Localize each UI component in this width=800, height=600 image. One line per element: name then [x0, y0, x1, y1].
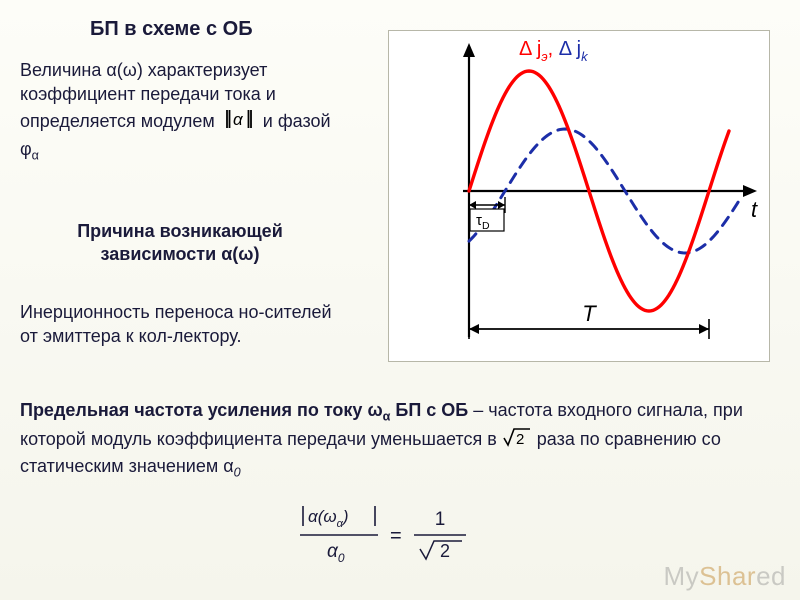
phase-shift-chart: TτDΔ jэ, Δ jkt: [388, 30, 770, 362]
def-bold-b: БП с ОБ: [390, 400, 468, 420]
svg-text:α(ωα): α(ωα): [308, 507, 349, 530]
def-rest-sub: 0: [234, 465, 241, 479]
definition-paragraph: Предельная частота усиления по току ωα Б…: [20, 398, 780, 481]
svg-text:t: t: [751, 197, 758, 222]
watermark-a: My: [663, 561, 699, 591]
watermark-c: ed: [756, 561, 786, 591]
page-title: БП в схеме с ОБ: [90, 18, 253, 41]
watermark: MyShared: [663, 561, 786, 592]
svg-text:α0: α0: [327, 541, 345, 565]
reason-paragraph: Инерционность переноса но-сителей от эми…: [20, 300, 340, 349]
svg-text:=: =: [390, 525, 402, 547]
svg-text:2: 2: [516, 431, 524, 448]
svg-text:α: α: [233, 110, 244, 129]
svg-text:2: 2: [440, 541, 450, 561]
def-bold-a: Предельная частота усиления по току ω: [20, 400, 383, 420]
modulus-alpha-icon: α: [224, 107, 254, 137]
svg-text:T: T: [582, 301, 597, 326]
intro-text-sub: α: [32, 148, 39, 162]
svg-text:1: 1: [435, 509, 446, 530]
watermark-b: Shar: [699, 561, 756, 591]
intro-paragraph: Величина α(ω) характеризует коэффициент …: [20, 58, 340, 164]
sqrt2-icon: 2: [502, 426, 532, 454]
subtitle: Причина возникающей зависимости α(ω): [50, 220, 310, 267]
svg-text:Δ jэ, Δ jk: Δ jэ, Δ jk: [519, 38, 589, 64]
